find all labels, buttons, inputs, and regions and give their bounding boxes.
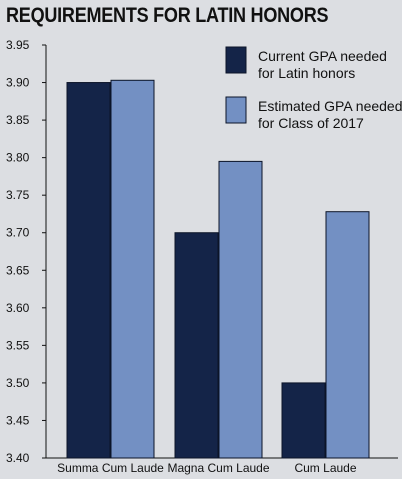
bar-cum-laude-series-2 (325, 211, 370, 459)
bar-summa-cum-laude-series-2 (110, 79, 155, 459)
legend-label: for Latin honors (258, 65, 355, 81)
legend-swatch (225, 46, 247, 74)
y-tick-label: 3.60 (6, 301, 30, 315)
y-tick-label: 3.40 (6, 451, 30, 465)
y-tick-label: 3.75 (6, 188, 30, 202)
y-tick-label: 3.90 (6, 76, 30, 90)
y-tick-label: 3.65 (6, 263, 30, 277)
y-tick-label: 3.85 (6, 113, 30, 127)
bar-magna-cum-laude-series-1 (174, 232, 219, 459)
bar-magna-cum-laude-series-2 (218, 160, 263, 459)
legend-label: for Class of 2017 (258, 115, 364, 131)
y-tick-label: 3.70 (6, 226, 30, 240)
y-tick-label: 3.95 (6, 38, 30, 52)
legend-swatch (225, 96, 247, 124)
y-tick-label: 3.45 (6, 413, 30, 427)
legend-label: Current GPA needed (258, 48, 387, 64)
bar-cum-laude-series-1 (281, 382, 326, 459)
x-category-label: Summa Cum Laude (57, 461, 164, 475)
y-tick-label: 3.50 (6, 376, 30, 390)
chart-title: REQUIREMENTS FOR LATIN HONORS (6, 4, 329, 27)
y-axis: 3.40 3.45 3.50 3.55 3.60 3.65 3.70 3.75 3.80 3.85… (6, 38, 398, 465)
y-tick-label: 3.55 (6, 338, 30, 352)
bars (66, 79, 370, 459)
y-tick-label: 3.80 (6, 151, 30, 165)
x-category-label: Cum Laude (294, 461, 356, 475)
bar-summa-cum-laude-series-1 (66, 82, 111, 459)
x-axis-labels: Summa Cum Laude Magna Cum Laude Cum Laude (57, 461, 357, 475)
legend-label: Estimated GPA needed (258, 98, 402, 114)
x-category-label: Magna Cum Laude (167, 461, 269, 475)
